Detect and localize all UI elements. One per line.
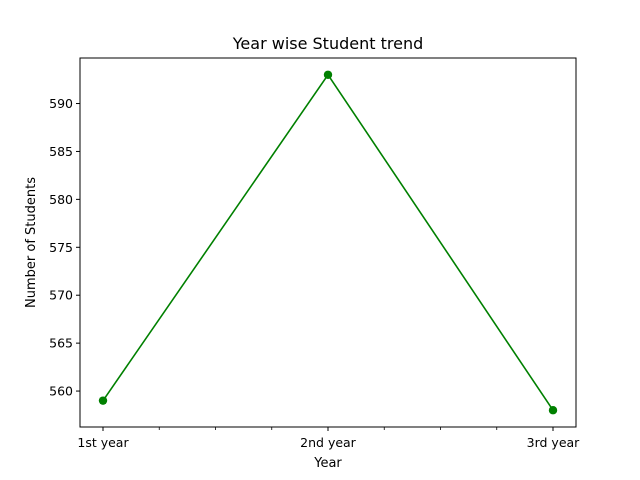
x-tick-label: 2nd year bbox=[300, 435, 357, 450]
x-tick-label: 1st year bbox=[77, 435, 129, 450]
y-tick-label: 565 bbox=[49, 336, 73, 351]
chart-title: Year wise Student trend bbox=[232, 34, 423, 53]
y-tick-label: 590 bbox=[49, 96, 73, 111]
plot-frame bbox=[79, 57, 577, 428]
y-tick-label: 560 bbox=[49, 384, 73, 399]
y-tick-label: 580 bbox=[49, 192, 73, 207]
x-axis-label: Year bbox=[313, 456, 342, 471]
data-point-marker bbox=[323, 70, 333, 79]
y-tick-label: 575 bbox=[49, 240, 73, 255]
data-point-marker bbox=[98, 396, 108, 405]
y-axis-label: Number of Students bbox=[24, 177, 39, 308]
y-tick-label: 570 bbox=[49, 288, 73, 303]
x-tick-label: 3rd year bbox=[527, 435, 581, 450]
y-tick-label: 585 bbox=[49, 144, 73, 159]
axes: 560 565 570 575 580 585 590 1st year 2nd year 3rd… bbox=[49, 96, 580, 450]
series-line-group bbox=[98, 70, 558, 415]
data-point-marker bbox=[548, 406, 558, 415]
